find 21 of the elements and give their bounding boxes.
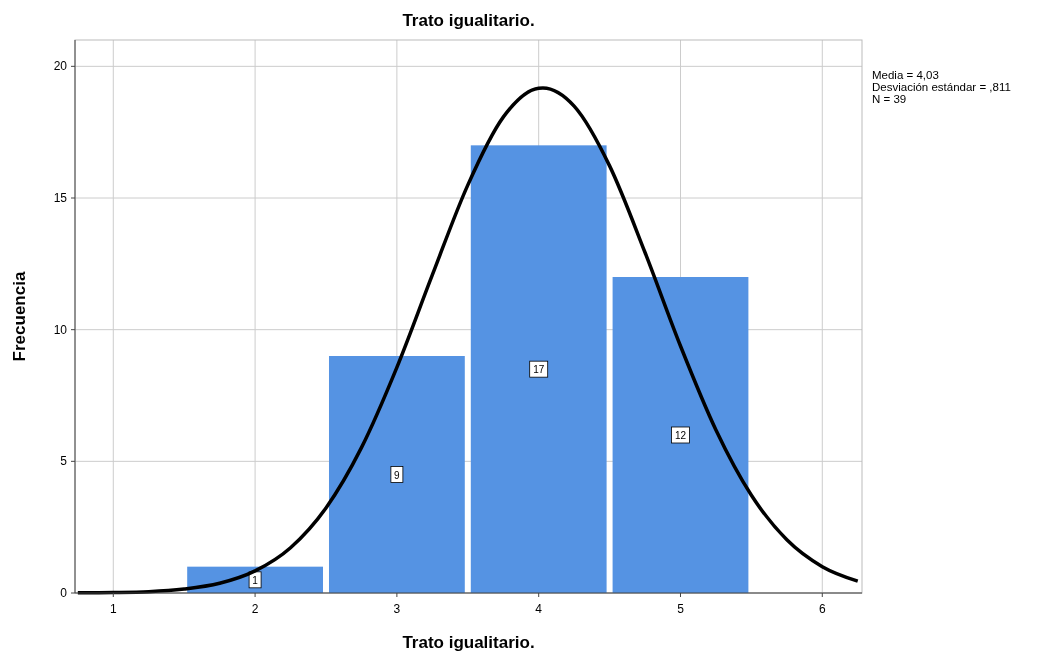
- data-label: 1: [252, 574, 259, 586]
- x-tick-label: 3: [393, 602, 401, 616]
- y-tick-label: 10: [53, 322, 68, 337]
- x-tick-label: 5: [677, 602, 685, 616]
- y-tick-label: 0: [60, 586, 68, 600]
- text: Desviación estándar = ,811: [872, 81, 1011, 93]
- y-tick-label: 20: [53, 59, 68, 74]
- y-axis-title: Frecuencia: [10, 271, 29, 362]
- x-tick-label: 2: [251, 602, 259, 616]
- x-tick-label: 6: [818, 602, 826, 616]
- data-label: 17: [533, 364, 545, 376]
- chart-title: Trato igualitario.: [402, 11, 535, 30]
- x-tick-label: 1: [109, 602, 117, 616]
- data-label: 9: [394, 469, 401, 481]
- y-tick-label: 5: [60, 454, 68, 469]
- text: Media = 4,03: [872, 69, 939, 81]
- text: N = 39: [872, 93, 907, 105]
- data-label: 12: [674, 430, 687, 441]
- x-tick-label: 4: [535, 602, 543, 616]
- x-axis-title: Trato igualitario.: [402, 633, 535, 652]
- y-tick-label: 15: [53, 191, 68, 205]
